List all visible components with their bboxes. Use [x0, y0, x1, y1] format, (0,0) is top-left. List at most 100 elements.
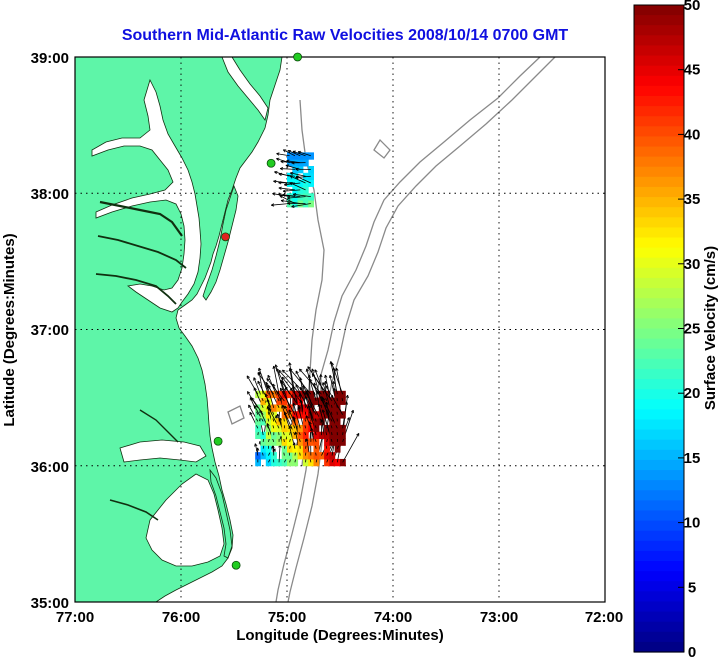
velocity-cell [265, 445, 272, 453]
colorbar-band [634, 237, 684, 249]
velocity-cell [297, 152, 304, 160]
velocity-arrow [285, 164, 301, 170]
velocity-cell [302, 458, 309, 467]
colorbar-band [634, 207, 684, 218]
velocity-cell [313, 452, 320, 460]
velocity-cell [271, 390, 277, 399]
velocity-arrow-head [272, 365, 276, 370]
velocity-cell [292, 458, 299, 467]
velocity-cell [281, 458, 288, 467]
velocity-arrow-head [295, 370, 299, 374]
velocity-cell [297, 445, 304, 453]
velocity-arrow-head [278, 172, 282, 177]
velocity-arrow-head [251, 397, 255, 401]
velocity-cell [308, 404, 314, 412]
velocity-arrow [254, 443, 259, 456]
bathymetry-contour-slope [287, 56, 556, 603]
velocity-arrow [297, 151, 311, 157]
colorbar-tick-label: 15 [684, 450, 701, 467]
velocity-arrow [266, 378, 285, 402]
colorbar-band [634, 540, 684, 552]
velocity-arrow [299, 387, 317, 415]
velocity-arrow-head [289, 182, 293, 186]
velocity-cell [297, 431, 304, 439]
velocity-cell [324, 411, 330, 419]
velocity-cell [334, 411, 341, 419]
velocity-cell [340, 397, 346, 405]
velocity-cell [340, 431, 346, 439]
radar-station-active [231, 560, 241, 570]
colorbar-band [634, 156, 684, 168]
velocity-cell [281, 424, 288, 433]
velocity-cell [287, 411, 293, 419]
velocity-arrow [278, 444, 281, 463]
velocity-cell [302, 418, 309, 426]
velocity-cell [313, 445, 320, 453]
delaware-bay [221, 56, 269, 121]
velocity-cell [276, 404, 283, 412]
velocity-arrow-head [276, 413, 280, 418]
velocity-arrow-head [335, 367, 339, 372]
velocity-cell [271, 458, 277, 467]
velocity-arrow [290, 172, 306, 177]
velocity-arrow-head [330, 362, 334, 366]
velocity-arrow [295, 175, 311, 178]
velocity-arrow [289, 182, 306, 191]
colorbar-band [634, 520, 684, 532]
velocity-cell [297, 186, 304, 194]
albemarle-sound [119, 439, 207, 463]
velocity-cell [287, 458, 293, 467]
velocity-arrow-head [273, 179, 277, 184]
velocity-cell [255, 418, 261, 426]
velocity-arrow [282, 194, 301, 198]
velocity-cell [255, 411, 261, 419]
y-tick-label: 38:00 [31, 186, 69, 203]
velocity-cell [324, 438, 330, 446]
velocity-cell [329, 438, 336, 446]
velocity-region [271, 149, 314, 208]
velocity-arrow-head [276, 368, 280, 372]
velocity-arrow-head [279, 387, 284, 392]
velocity-arrow-head [323, 380, 328, 385]
velocity-arrow-head [289, 175, 294, 179]
velocity-cell [287, 172, 293, 181]
velocity-arrow [281, 200, 301, 204]
york-james-river [95, 273, 177, 305]
velocity-arrow-head [287, 196, 291, 200]
velocity-cell [260, 431, 267, 439]
velocity-cell [302, 159, 309, 167]
colorbar-band [634, 186, 684, 198]
velocity-arrow-head [266, 378, 270, 382]
velocity-arrow-head [345, 394, 349, 399]
velocity-cell [281, 438, 288, 446]
velocity-cell [340, 458, 346, 467]
colorbar-tick-label: 50 [684, 0, 701, 14]
velocity-arrow [276, 153, 290, 157]
velocity-cell [292, 166, 299, 174]
velocity-arrow-head [322, 397, 326, 402]
x-axis-label: Longitude (Degrees:Minutes) [236, 627, 444, 644]
velocity-cell [276, 438, 283, 446]
velocity-arrow-head [291, 204, 295, 208]
velocity-cell [292, 418, 299, 426]
velocity-arrow [292, 150, 306, 157]
velocity-cell [281, 445, 288, 453]
velocity-arrow-head [295, 167, 299, 171]
colorbar-tick-label: 10 [684, 515, 701, 532]
velocity-cell [271, 452, 277, 460]
colorbar-band [634, 75, 684, 87]
velocity-arrow-head [278, 186, 282, 190]
colorbar-band [634, 176, 684, 188]
velocity-cell [318, 397, 325, 405]
colorbar-band [634, 480, 684, 491]
colorbar-band [634, 85, 684, 97]
velocity-cell [287, 431, 293, 439]
velocity-cell [260, 411, 267, 419]
colorbar-tick-label: 30 [684, 256, 701, 273]
velocity-cell [302, 193, 309, 201]
velocity-cell [292, 445, 299, 453]
radar-station-inactive [221, 232, 230, 242]
velocity-arrow-head [278, 181, 282, 185]
